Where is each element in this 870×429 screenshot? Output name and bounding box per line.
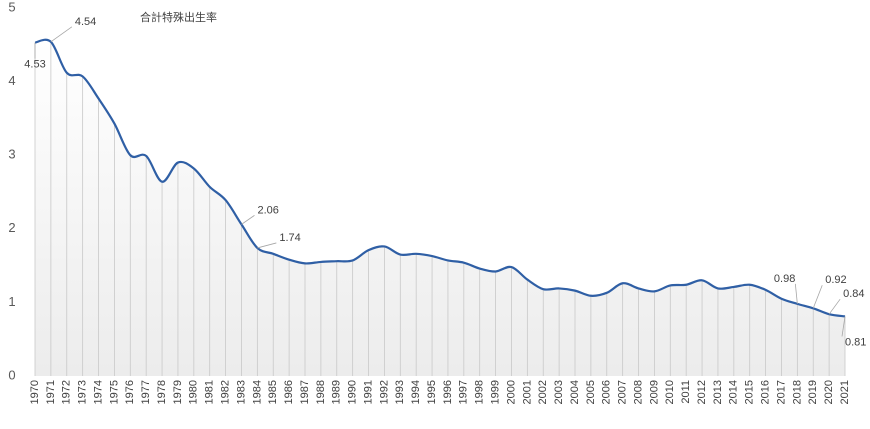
- x-tick-label: 2015: [744, 380, 756, 404]
- x-tick-label: 1978: [156, 380, 168, 404]
- x-tick-label: 1995: [426, 380, 438, 404]
- label-leader: [241, 215, 255, 225]
- x-tick-label: 1981: [204, 380, 216, 404]
- x-tick-label: 1989: [331, 380, 343, 404]
- x-tick-label: 2004: [569, 380, 581, 404]
- x-tick-label: 1980: [188, 380, 200, 404]
- label-leader: [794, 283, 798, 304]
- x-tick-label: 1987: [299, 380, 311, 404]
- label-leader: [50, 26, 73, 43]
- data-label: 0.84: [843, 288, 864, 300]
- x-tick-label: 2014: [728, 380, 740, 404]
- x-tick-label: 2000: [505, 380, 517, 404]
- x-tick-label: 2005: [585, 380, 597, 404]
- x-tick-label: 1984: [251, 380, 263, 404]
- x-tick-label: 2021: [839, 380, 851, 404]
- x-tick-label: 2008: [632, 380, 644, 404]
- x-tick-label: 1996: [442, 380, 454, 404]
- x-tick-label: 1993: [394, 380, 406, 404]
- x-tick-label: 2009: [648, 380, 660, 404]
- x-tick-label: 1992: [378, 380, 390, 404]
- data-label: 2.06: [257, 204, 278, 216]
- x-tick-label: 2017: [775, 380, 787, 404]
- data-label: 4.54: [75, 16, 96, 28]
- label-leader: [828, 298, 841, 315]
- x-tick-label: 1991: [362, 380, 374, 404]
- x-tick-label: 2001: [521, 380, 533, 404]
- data-label: 0.81: [845, 336, 866, 348]
- x-tick-label: 1999: [489, 380, 501, 404]
- x-tick-label: 2016: [759, 380, 771, 404]
- y-tick-label: 3: [8, 147, 15, 162]
- data-label: 4.53: [24, 58, 45, 70]
- x-tick-label: 1972: [61, 380, 73, 404]
- x-tick-label: 1994: [410, 380, 422, 404]
- x-tick-label: 1983: [235, 380, 247, 404]
- x-tick-label: 2007: [617, 380, 629, 404]
- x-tick-label: 1975: [108, 380, 120, 404]
- x-tick-label: 1977: [140, 380, 152, 404]
- x-tick-label: 1970: [29, 380, 41, 404]
- y-tick-label: 5: [8, 0, 15, 14]
- data-label: 0.92: [825, 274, 846, 286]
- area: [35, 39, 845, 377]
- x-tick-label: 2020: [823, 380, 835, 404]
- x-tick-label: 1973: [77, 380, 89, 404]
- y-tick-label: 4: [8, 73, 15, 88]
- x-tick-label: 2019: [807, 380, 819, 404]
- data-label: 1.74: [279, 232, 300, 244]
- x-tick-label: 1997: [458, 380, 470, 404]
- x-tick-label: 2013: [712, 380, 724, 404]
- y-tick-label: 1: [8, 294, 15, 309]
- y-tick-label: 0: [8, 367, 15, 382]
- label-leader: [812, 285, 823, 309]
- x-tick-label: 1990: [347, 380, 359, 404]
- x-tick-label: 1976: [124, 380, 136, 404]
- chart-title: 合計特殊出生率: [140, 10, 217, 24]
- x-tick-label: 1974: [92, 380, 104, 404]
- y-tick-label: 2: [8, 220, 15, 235]
- x-tick-label: 1986: [283, 380, 295, 404]
- label-leader: [841, 316, 846, 337]
- x-tick-label: 2002: [537, 380, 549, 404]
- x-tick-label: 2006: [601, 380, 613, 404]
- x-tick-label: 1985: [267, 380, 279, 404]
- x-tick-label: 1982: [219, 380, 231, 404]
- line: [34, 38, 846, 318]
- x-tick-label: 2018: [791, 380, 803, 404]
- x-tick-label: 1998: [474, 380, 486, 404]
- x-tick-label: 2003: [553, 380, 565, 404]
- x-tick-label: 1971: [45, 380, 57, 404]
- x-tick-label: 2010: [664, 380, 676, 404]
- x-tick-label: 2011: [680, 380, 692, 404]
- x-tick-label: 1988: [315, 380, 327, 404]
- label-leader: [257, 242, 277, 249]
- x-tick-label: 1979: [172, 380, 184, 404]
- x-tick-label: 2012: [696, 380, 708, 404]
- data-label: 0.98: [774, 273, 795, 285]
